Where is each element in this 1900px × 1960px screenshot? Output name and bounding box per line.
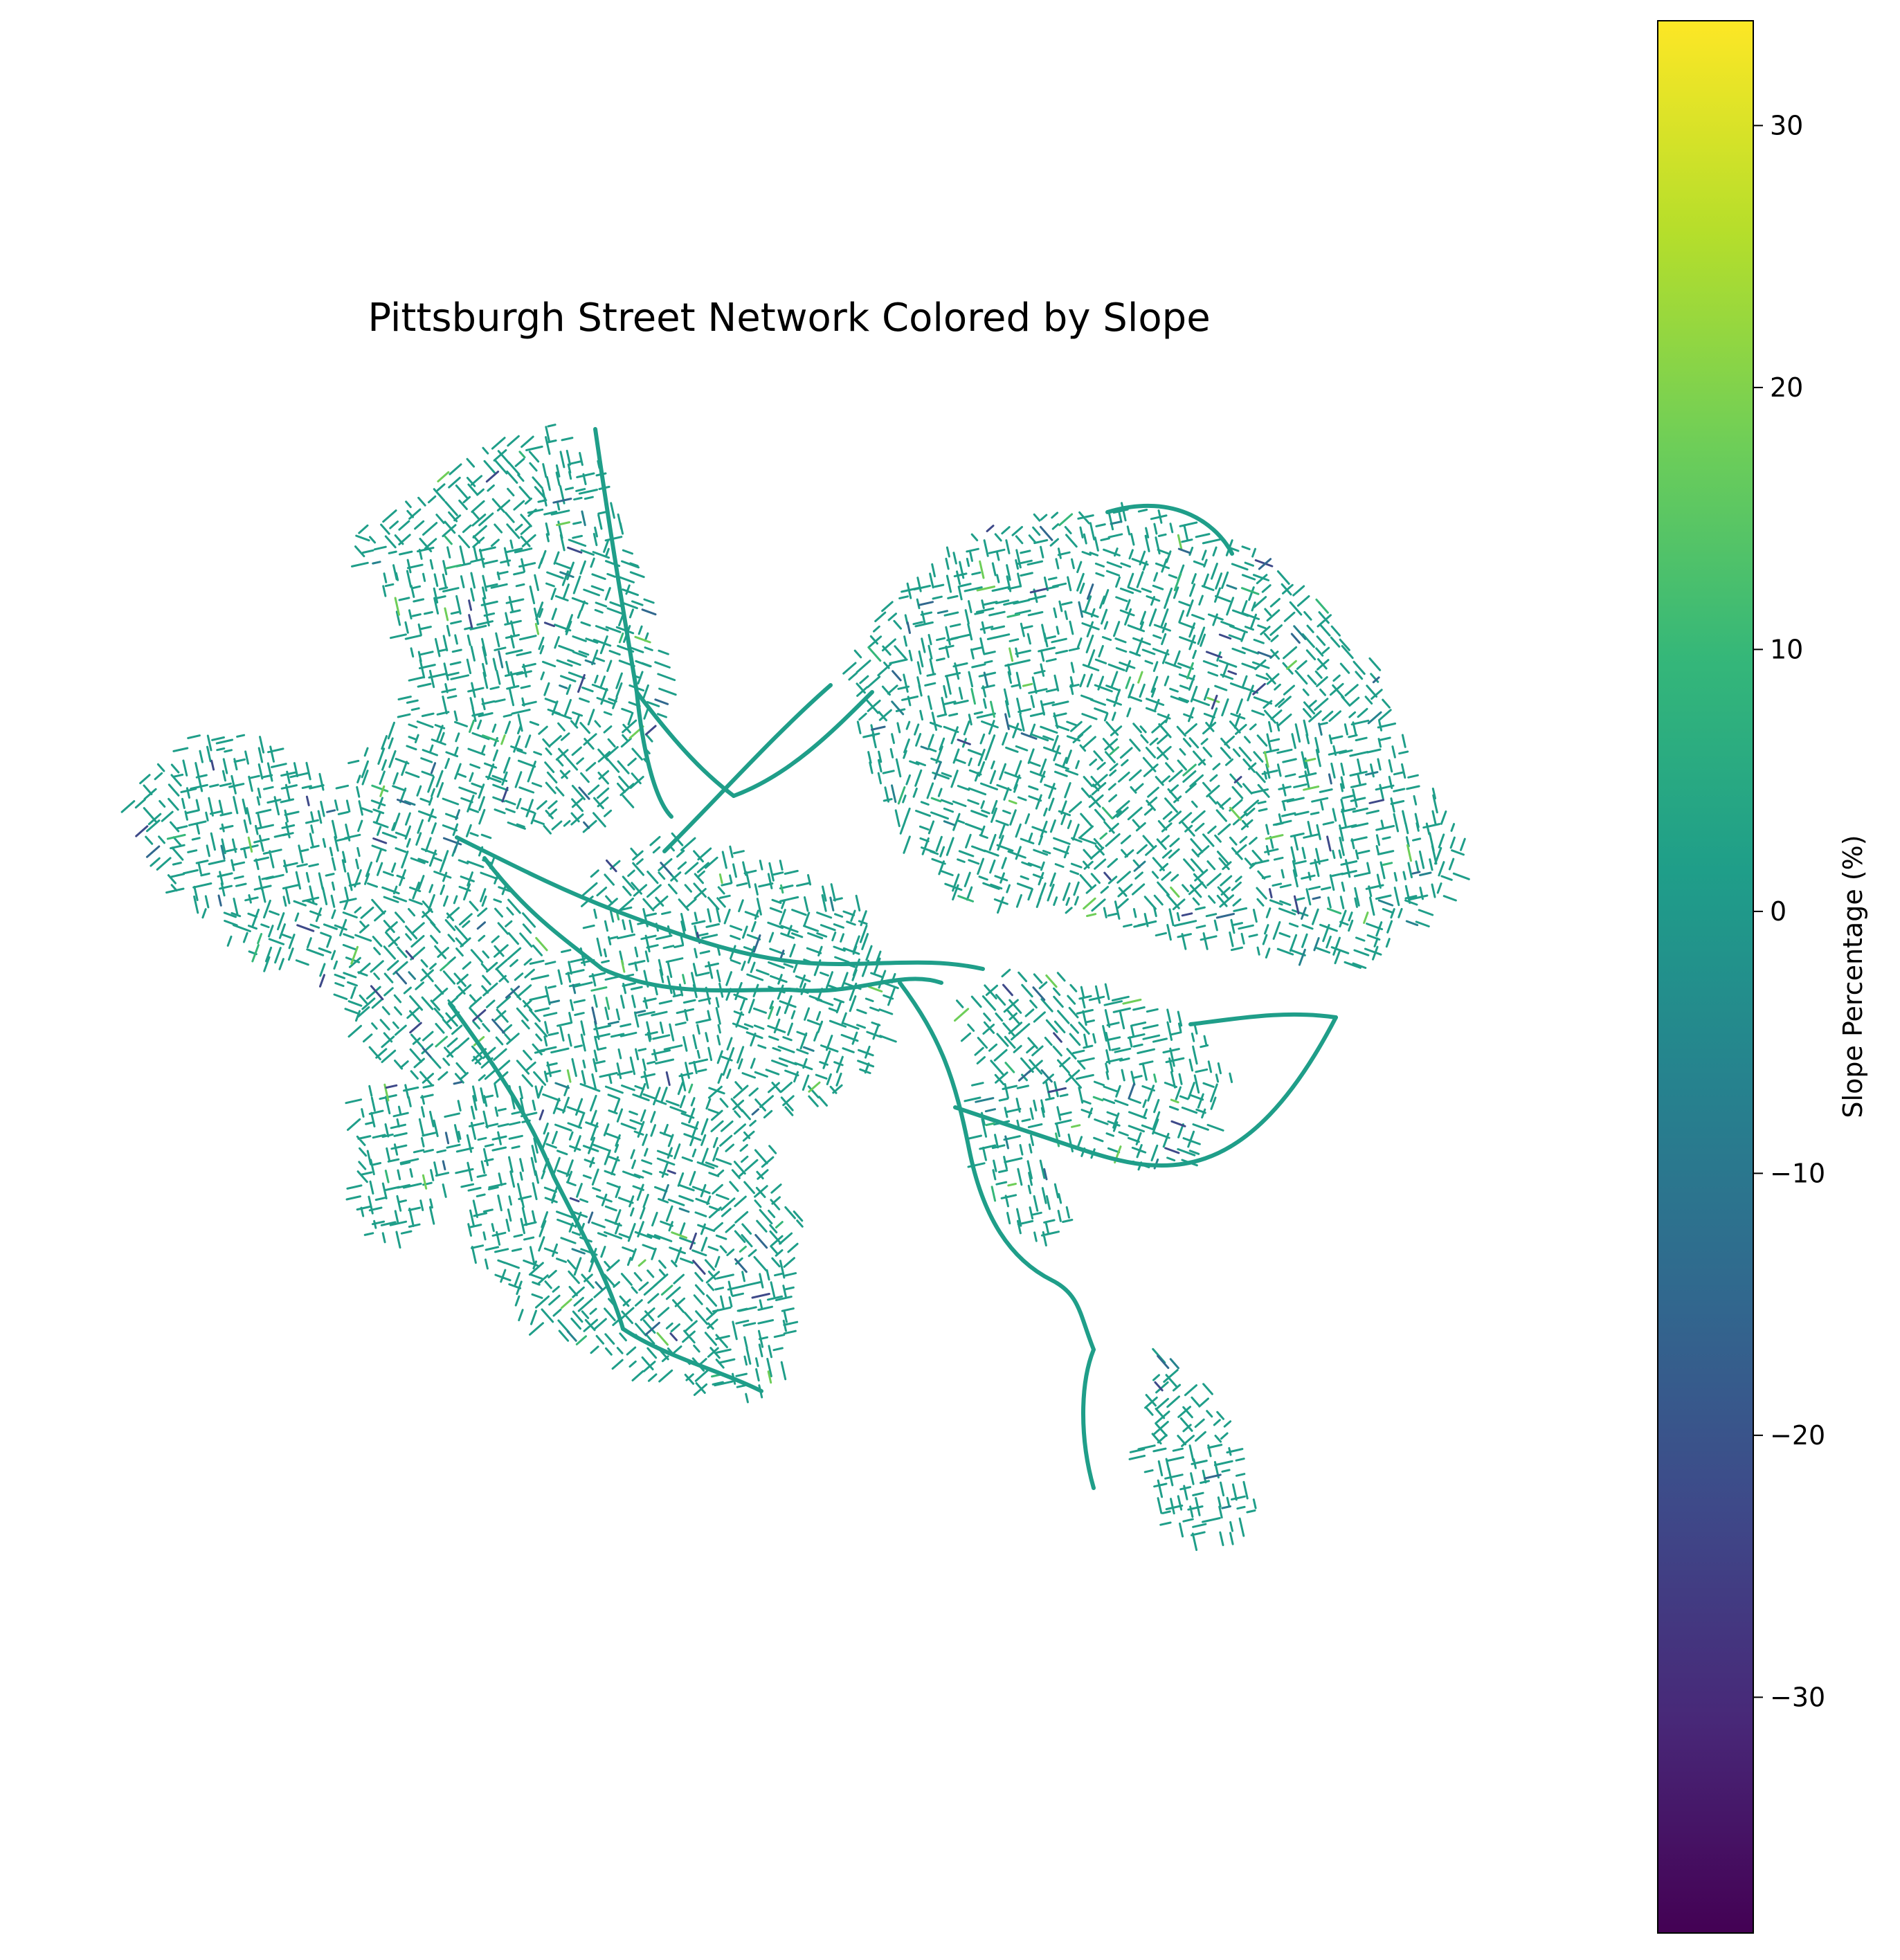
colorbar-tick-label: −30 [1770,1682,1825,1712]
major-road [448,1001,625,1331]
colorbar: 30 20 10 0 −10 −20 −30 Slope Percentage (%) [1657,20,1868,1934]
major-road [1081,1348,1096,1490]
colorbar-tick-label: 30 [1770,110,1803,140]
colorbar-tick-label: −20 [1770,1420,1825,1451]
colorbar-label: Slope Percentage (%) [1838,835,1868,1118]
street-segments-steep [220,510,1432,1509]
major-road [593,427,673,819]
colorbar-tick-label: 10 [1770,634,1803,664]
major-road [953,1015,1338,1168]
major-road [662,683,833,853]
major-road [482,856,943,993]
colorbar-tick-label: −10 [1770,1158,1825,1188]
major-road [1105,503,1234,556]
major-road [732,690,874,798]
street-segments-steep [135,471,1385,1392]
major-road [635,690,736,798]
street-network [120,424,1470,1551]
colorbar-tick-label: 20 [1770,372,1803,403]
colorbar-ticks: 30 20 10 0 −10 −20 −30 [1753,110,1825,1712]
major-road [621,1327,763,1393]
map-title: Pittsburgh Street Network Colored by Slo… [368,296,1210,341]
street-segments-steep [166,451,1393,1378]
street-segments [120,424,1470,1551]
street-segments-steep [247,471,1412,1384]
major-road [898,981,1096,1352]
colorbar-gradient [1657,20,1754,1934]
major-road [1188,1012,1338,1026]
street-segments-steep [145,498,1421,1480]
major-road [455,835,985,971]
colorbar-tick-label: 0 [1770,896,1786,927]
